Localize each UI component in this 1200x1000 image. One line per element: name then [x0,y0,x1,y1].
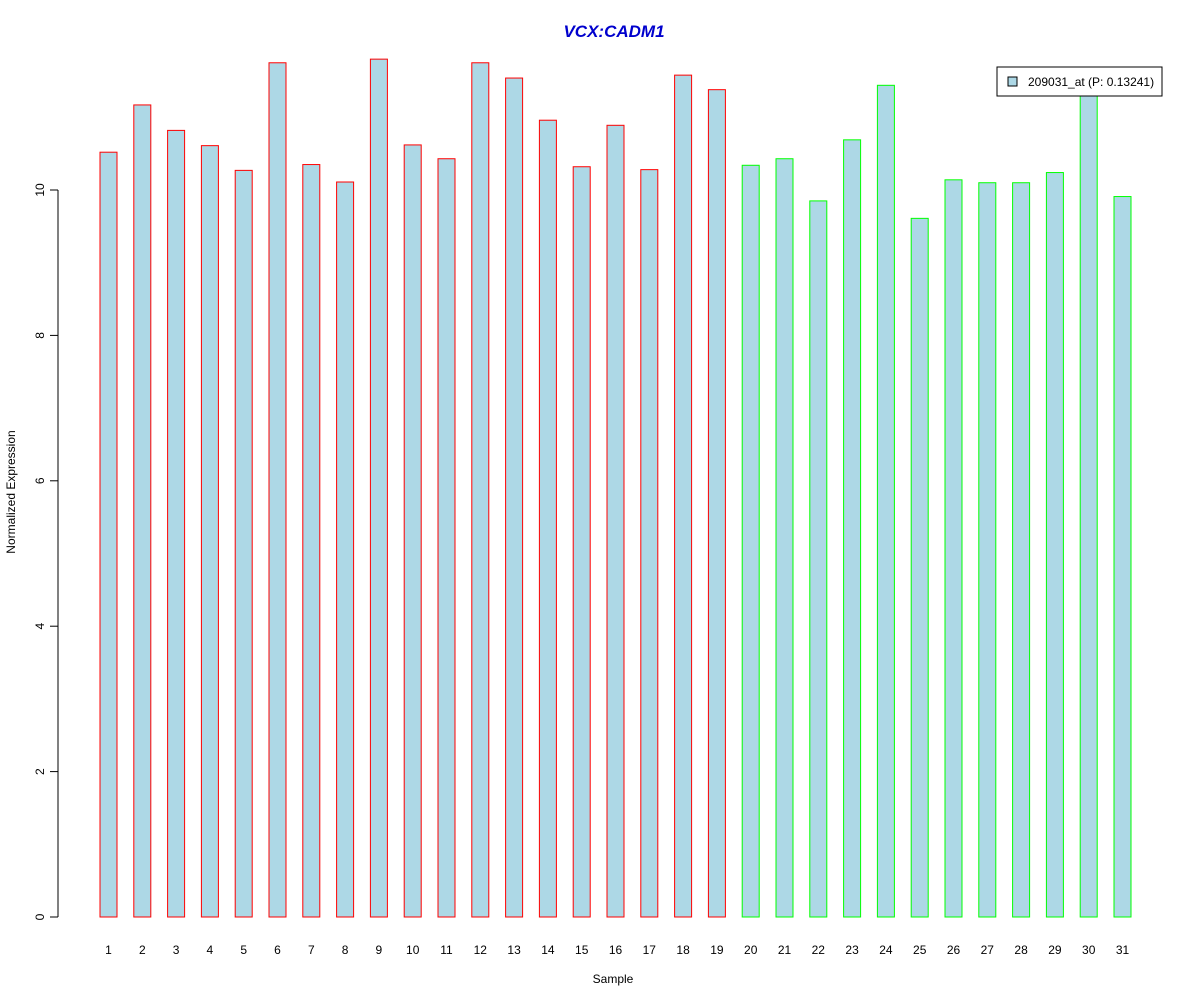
x-tick-label: 27 [981,943,995,957]
legend-swatch [1007,76,1018,87]
bar-sample-6 [268,62,287,918]
x-tick-label: 31 [1116,943,1130,957]
bar-sample-24 [876,84,895,918]
bar-sample-21 [775,158,794,918]
y-tick-label: 4 [33,623,47,630]
bar-sample-12 [471,62,490,918]
x-tick-label: 3 [173,943,180,957]
x-tick-label: 22 [812,943,826,957]
bar-sample-27 [978,182,997,918]
bar-sample-9 [369,58,388,918]
bar-sample-26 [944,179,963,918]
x-tick-label: 24 [879,943,893,957]
bars [99,58,1132,918]
bar-sample-14 [538,119,557,918]
x-tick-label: 23 [845,943,859,957]
bar-sample-23 [843,139,862,918]
chart-title: VCX:CADM1 [563,22,664,41]
x-tick-label: 16 [609,943,623,957]
y-tick-label: 10 [33,183,47,197]
bar-sample-3 [167,129,186,918]
x-tick-label: 6 [274,943,281,957]
x-tick-label: 26 [947,943,961,957]
x-tick-label: 5 [240,943,247,957]
x-tick-label: 25 [913,943,927,957]
legend: 209031_at (P: 0.13241) [996,66,1163,97]
x-axis-title: Sample [593,972,634,986]
x-tick-label: 10 [406,943,420,957]
bar-sample-18 [674,74,693,918]
bar-sample-28 [1012,182,1031,918]
x-tick-labels: 1 2 3 4 5 6 7 8 9 10 11 12 13 14 15 16 17 18 19 20 21 22 23 24 2… [105,943,1129,957]
x-tick-label: 20 [744,943,758,957]
x-tick-label: 2 [139,943,146,957]
x-tick-label: 13 [507,943,521,957]
bar-sample-13 [505,77,524,918]
bar-sample-10 [403,144,422,918]
bar-sample-20 [741,164,760,918]
x-tick-label: 9 [376,943,383,957]
bar-sample-11 [437,158,456,918]
x-tick-label: 19 [710,943,724,957]
x-tick-label: 17 [643,943,657,957]
x-tick-label: 29 [1048,943,1062,957]
y-tick-label: 8 [33,332,47,339]
bar-sample-19 [707,89,726,918]
bar-sample-30 [1079,87,1098,918]
bar-sample-29 [1045,172,1064,918]
y-tick-label: 0 [33,913,47,920]
x-tick-label: 21 [778,943,792,957]
bar-sample-17 [640,169,659,918]
x-tick-label: 12 [474,943,488,957]
x-tick-label: 14 [541,943,555,957]
bar-sample-7 [302,164,321,918]
legend-entry-label: 209031_at (P: 0.13241) [1028,75,1154,89]
bar-sample-16 [606,124,625,918]
bar-sample-5 [234,169,253,918]
bar-sample-1 [99,151,118,918]
x-tick-label: 15 [575,943,589,957]
x-tick-label: 18 [676,943,690,957]
x-tick-label: 30 [1082,943,1096,957]
y-axis: 0 2 4 6 8 10 [33,183,59,920]
y-tick-label: 2 [33,768,47,775]
legend-box [996,66,1163,97]
y-tick-label: 6 [33,477,47,484]
bar-sample-15 [572,166,591,918]
x-tick-label: 1 [105,943,112,957]
y-axis-title: Normalized Expression [4,430,18,553]
bar-sample-31 [1113,196,1132,918]
bar-sample-8 [336,181,355,918]
x-tick-label: 4 [207,943,214,957]
x-tick-label: 7 [308,943,315,957]
bar-sample-22 [809,200,828,918]
bar-sample-2 [133,104,152,918]
x-tick-label: 28 [1014,943,1028,957]
x-tick-label: 11 [440,943,453,957]
bar-sample-25 [910,217,929,918]
bar-sample-4 [200,145,219,918]
x-tick-label: 8 [342,943,349,957]
